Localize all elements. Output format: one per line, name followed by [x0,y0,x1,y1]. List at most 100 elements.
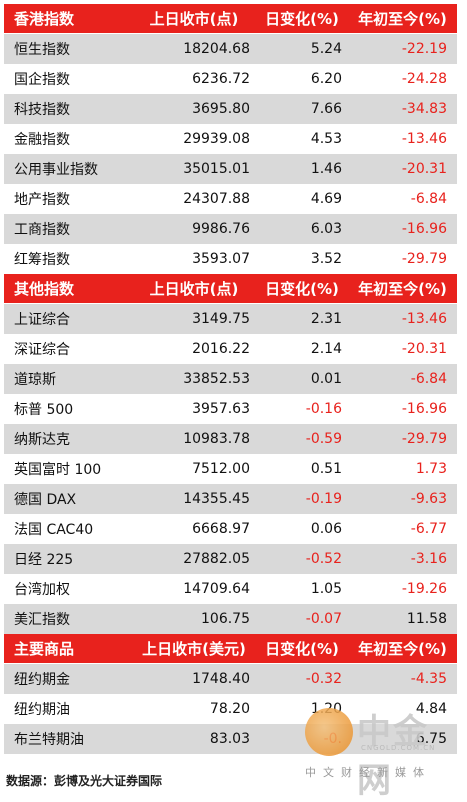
day-change: 3.52 [310,251,342,267]
index-name: 纽约期金 [14,672,70,688]
ytd-change: -9.63 [410,491,447,507]
day-change: 0.06 [310,521,342,537]
ytd-change: -34.83 [401,101,447,117]
ytd-change: -3.16 [410,551,447,567]
ytd-change: -13.46 [401,311,447,327]
table-row: 布兰特期油 83.03 -0. 6.75 [4,724,457,754]
close-value: 29939.08 [183,131,250,147]
table-row: 上证综合 3149.75 2.31 -13.46 [4,304,457,334]
day-change: 5.24 [310,41,342,57]
ytd-change: -24.28 [401,71,447,87]
section-header: 其他指数 上日收市(点) 日变化(%) 年初至今(%) [4,274,457,304]
table-row: 公用事业指数 35015.01 1.46 -20.31 [4,154,457,184]
ytd-change: -19.26 [401,581,447,597]
index-name: 台湾加权 [14,582,70,598]
index-name: 深证综合 [14,342,70,358]
data-source-note: 数据源：彭博及光大证券国际 [6,774,163,788]
close-value: 24307.88 [183,191,250,207]
ytd-change: -4.35 [410,671,447,687]
close-value: 3957.63 [192,401,250,417]
index-name: 布兰特期油 [14,732,84,748]
ytd-change: -22.19 [401,41,447,57]
day-change: -0.19 [305,491,342,507]
header-cell: 年初至今(%) [358,280,447,298]
day-change: -0.16 [305,401,342,417]
day-change: 4.69 [310,191,342,207]
day-change: 2.14 [310,341,342,357]
table-row: 国企指数 6236.72 6.20 -24.28 [4,64,457,94]
index-name: 美汇指数 [14,612,70,628]
section-header: 主要商品 上日收市(美元) 日变化(%) 年初至今(%) [4,634,457,664]
ytd-change: 4.84 [415,701,447,717]
ytd-change: -13.46 [401,131,447,147]
table-row: 地产指数 24307.88 4.69 -6.84 [4,184,457,214]
table-row: 纳斯达克 10983.78 -0.59 -29.79 [4,424,457,454]
index-name: 金融指数 [14,132,70,148]
index-name: 地产指数 [14,192,70,208]
day-change: 0.51 [310,461,342,477]
table-row: 德国 DAX 14355.45 -0.19 -9.63 [4,484,457,514]
close-value: 3593.07 [192,251,250,267]
ytd-change: -6.77 [410,521,447,537]
ytd-change: -16.96 [401,221,447,237]
table-row: 法国 CAC40 6668.97 0.06 -6.77 [4,514,457,544]
header-cell: 主要商品 [14,640,75,658]
header-cell: 日变化(%) [265,280,339,298]
header-cell: 上日收市(点) [149,10,239,28]
index-name: 道琼斯 [14,372,56,388]
header-cell: 香港指数 [14,10,75,28]
day-change: -0.52 [305,551,342,567]
header-cell: 上日收市(点) [149,280,239,298]
day-change: 6.20 [310,71,342,87]
close-value: 6668.97 [192,521,250,537]
day-change: 1.46 [310,161,342,177]
close-value: 83.03 [209,731,250,747]
index-name: 标普 500 [14,402,74,418]
table-row: 台湾加权 14709.64 1.05 -19.26 [4,574,457,604]
close-value: 6236.72 [192,71,250,87]
header-cell: 年初至今(%) [358,10,447,28]
ytd-change: 6.75 [415,731,447,747]
day-change: 1.05 [310,581,342,597]
header-cell: 年初至今(%) [358,640,447,658]
close-value: 106.75 [201,611,250,627]
index-name: 纽约期油 [14,702,70,718]
table-row: 科技指数 3695.80 7.66 -34.83 [4,94,457,124]
day-change: 6.03 [310,221,342,237]
close-value: 7512.00 [192,461,250,477]
table-row: 恒生指数 18204.68 5.24 -22.19 [4,34,457,64]
ytd-change: -16.96 [401,401,447,417]
ytd-change: -6.84 [410,371,447,387]
close-value: 1748.40 [192,671,250,687]
header-cell: 上日收市(美元) [142,640,246,658]
close-value: 3149.75 [192,311,250,327]
index-name: 工商指数 [14,222,70,238]
close-value: 33852.53 [183,371,250,387]
close-value: 27882.05 [183,551,250,567]
table-row: 道琼斯 33852.53 0.01 -6.84 [4,364,457,394]
table-row: 英国富时 100 7512.00 0.51 1.73 [4,454,457,484]
ytd-change: -29.79 [401,251,447,267]
table-row: 纽约期油 78.20 1.20 4.84 [4,694,457,724]
table-row: 红筹指数 3593.07 3.52 -29.79 [4,244,457,274]
table-row: 日经 225 27882.05 -0.52 -3.16 [4,544,457,574]
table-row: 标普 500 3957.63 -0.16 -16.96 [4,394,457,424]
ytd-change: -20.31 [401,161,447,177]
ytd-change: -20.31 [401,341,447,357]
close-value: 2016.22 [192,341,250,357]
day-change: -0.32 [305,671,342,687]
index-name: 恒生指数 [14,42,70,58]
market-table: 香港指数 上日收市(点) 日变化(%) 年初至今(%) 恒生指数 18204.68 5.24… [4,4,457,754]
index-name: 德国 DAX [14,492,77,508]
ytd-change: -29.79 [401,431,447,447]
table-row: 深证综合 2016.22 2.14 -20.31 [4,334,457,364]
close-value: 9986.76 [192,221,250,237]
day-change: 4.53 [310,131,342,147]
table-row: 纽约期金 1748.40 -0.32 -4.35 [4,664,457,694]
ytd-change: 1.73 [415,461,447,477]
day-change: 2.31 [310,311,342,327]
index-name: 纳斯达克 [14,432,70,448]
header-cell: 其他指数 [14,280,75,298]
header-cell: 日变化(%) [265,10,339,28]
day-change: -0.07 [305,611,342,627]
